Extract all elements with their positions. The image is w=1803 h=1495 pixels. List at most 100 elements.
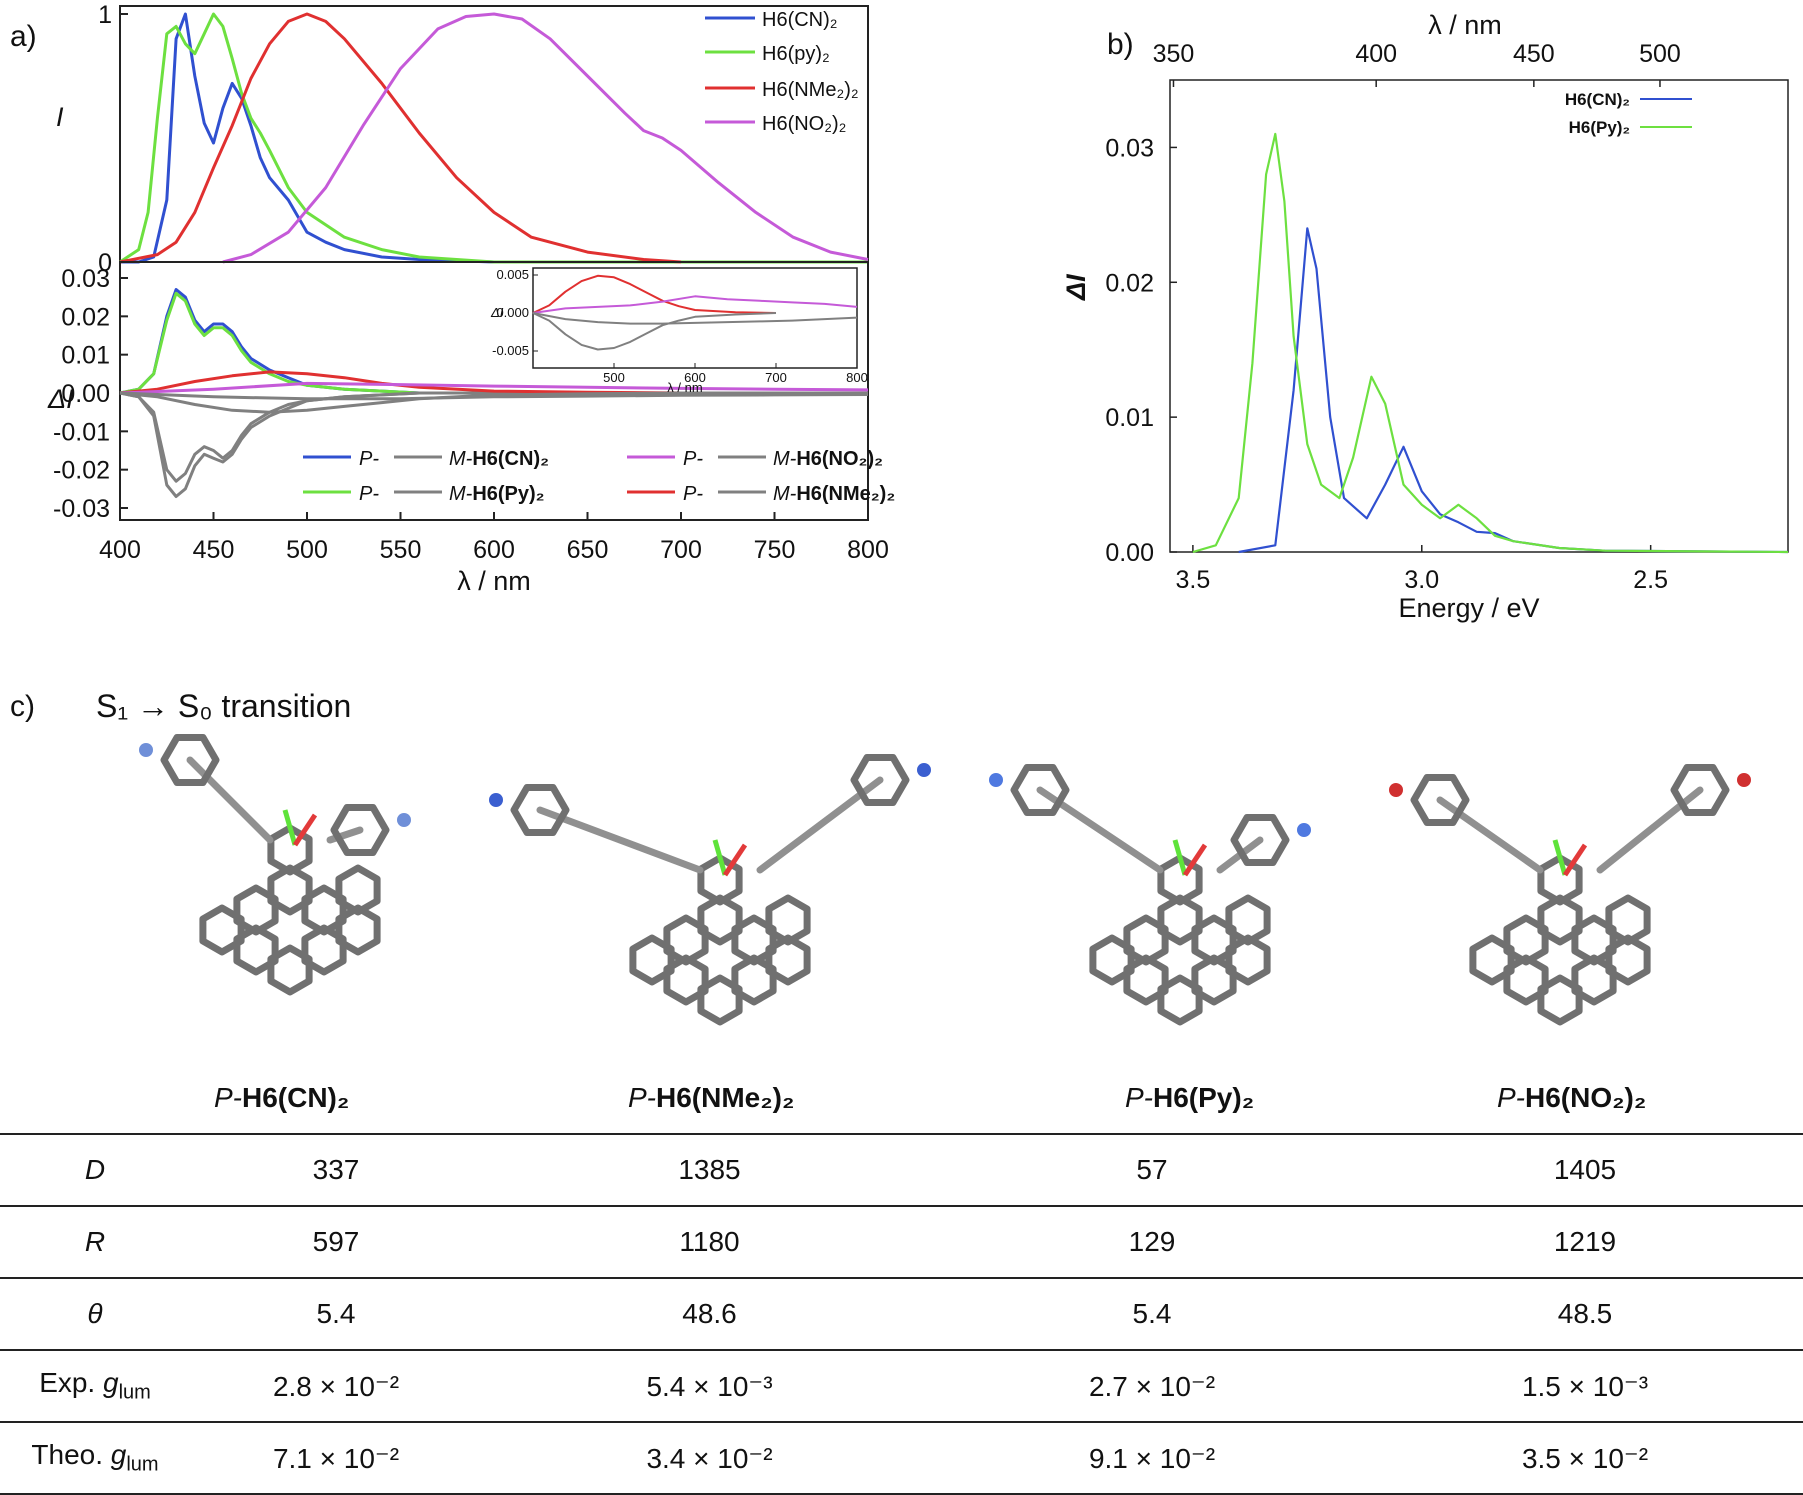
y-tick-label: -0.03 xyxy=(53,495,110,523)
ring-bond xyxy=(697,974,743,1026)
molecule-label-py: P-H6(Py)₂ xyxy=(1125,1082,1255,1113)
series-line xyxy=(119,12,868,264)
ring-bond xyxy=(1157,894,1203,946)
x-tick-label: 550 xyxy=(380,536,422,564)
y-tick-label: 0.02 xyxy=(1105,269,1154,297)
y-axis-label: ΔI xyxy=(47,384,74,414)
aryl-ring xyxy=(1230,814,1290,866)
legend-label: H6(Py)₂ xyxy=(1569,118,1630,137)
row-label: Theo. glum xyxy=(0,1422,190,1495)
molecule-p-h6-py2 xyxy=(989,764,1311,1026)
series-line xyxy=(120,12,868,264)
substituent-atom xyxy=(139,743,153,757)
molecule-label-no2: P-H6(NO₂)₂ xyxy=(1497,1082,1647,1113)
ring-bond xyxy=(233,924,279,976)
y-tick-label: 1 xyxy=(98,1,112,29)
y-tick-label: 0.00 xyxy=(61,380,110,408)
table-cell: 1.5 × 10⁻³ xyxy=(1367,1350,1803,1423)
inset-series-line xyxy=(532,312,777,351)
panel-a-chart: 0 1 I H6(CN)₂ H6(py)₂ H6(NMe₂)₂ H6(NO₂)₂ 0.03 0.… xyxy=(47,1,895,596)
y-tick-label: 0.03 xyxy=(1105,134,1154,162)
ring-bond xyxy=(1503,914,1549,966)
x-tick-label: 2.5 xyxy=(1633,566,1668,594)
legend-label: M-H6(NMe₂)₂ xyxy=(773,483,895,505)
table-cell: 57 xyxy=(937,1133,1367,1207)
table-cell: 1385 xyxy=(482,1133,937,1207)
series-line xyxy=(119,370,682,395)
aryl-ring xyxy=(510,784,570,836)
ring-bond xyxy=(233,884,279,936)
bond xyxy=(536,806,704,874)
inset-y-tick-label: 0.000 xyxy=(496,305,529,320)
row-label: Exp. glum xyxy=(0,1350,190,1423)
inset-x-tick-label: 700 xyxy=(765,370,787,385)
y-tick-label: 0 xyxy=(98,249,112,277)
ring-bond xyxy=(1571,954,1617,1006)
inset-y-tick-label: 0.005 xyxy=(496,267,529,282)
bond xyxy=(1436,796,1544,874)
electric-dipole-arrow xyxy=(282,809,298,846)
electric-dipole-arrow xyxy=(1172,839,1188,876)
legend-label: P- xyxy=(359,483,379,505)
bond xyxy=(1596,786,1704,874)
table-cell: 5.4 xyxy=(190,1278,482,1351)
table-cell: 2.7 × 10⁻² xyxy=(937,1350,1367,1423)
table-cell: 129 xyxy=(937,1206,1367,1279)
legend-label: M-H6(NO₂)₂ xyxy=(773,448,883,470)
inset-y-tick-label: -0.005 xyxy=(492,343,529,358)
ring-bond xyxy=(1605,894,1651,946)
ring-bond xyxy=(335,904,381,956)
substituent-atom xyxy=(1297,823,1311,837)
top-x-tick-label: 500 xyxy=(1639,40,1681,68)
series-line xyxy=(119,391,868,498)
y-tick-label: -0.01 xyxy=(53,418,110,446)
x-tick-label: 450 xyxy=(193,536,235,564)
inset-x-tick-label: 800 xyxy=(846,370,868,385)
bond xyxy=(186,756,274,844)
ring-bond xyxy=(1191,954,1237,1006)
aryl-ring xyxy=(850,754,910,806)
aryl-ring xyxy=(330,804,390,856)
y-tick-label: 0.00 xyxy=(1105,539,1154,567)
parameter-table: D 337 1385 57 1405 R 597 1180 129 1219 θ 5.4 48.6 5.4… xyxy=(0,1133,1803,1495)
top-x-tick-label: 450 xyxy=(1513,40,1555,68)
legend-label: H6(CN)₂ xyxy=(1565,90,1630,109)
table-cell: 5.4 × 10⁻³ xyxy=(482,1350,937,1423)
series-line xyxy=(119,291,868,395)
top-x-tick-label: 350 xyxy=(1153,40,1195,68)
x-tick-label: 500 xyxy=(286,536,328,564)
substituent-atom xyxy=(989,773,1003,787)
panel-b-chart: 0.00 0.01 0.02 0.03 3.5 3.0 2.5 350 400 450 500 Ene… xyxy=(1061,10,1789,623)
aryl-ring xyxy=(1010,764,1070,816)
table-row: D 337 1385 57 1405 xyxy=(0,1133,1803,1207)
ring-bond xyxy=(765,934,811,986)
table-cell: 1180 xyxy=(482,1206,937,1279)
legend-label: H6(CN)₂ xyxy=(762,9,838,31)
table-cell: 1219 xyxy=(1367,1206,1803,1279)
x-tick-label: 800 xyxy=(847,536,889,564)
inset-x-tick-label: 500 xyxy=(603,370,625,385)
x-tick-label: 750 xyxy=(754,536,796,564)
ring-bond xyxy=(335,864,381,916)
legend-label: P- xyxy=(683,448,703,470)
molecule-p-h6-nme2-2 xyxy=(489,754,931,1026)
substituent-atom xyxy=(1737,773,1751,787)
y-axis-label: I xyxy=(56,102,64,132)
inset-x-axis-label: λ / nm xyxy=(667,380,702,395)
legend-label: P- xyxy=(359,448,379,470)
ring-bond xyxy=(1225,934,1271,986)
table-cell: 597 xyxy=(190,1206,482,1279)
y-tick-label: 0.03 xyxy=(61,265,110,293)
ring-bond xyxy=(301,924,347,976)
aryl-ring xyxy=(160,734,220,786)
ring-bond xyxy=(1469,934,1515,986)
y-axis-label: ΔI xyxy=(1061,274,1091,301)
inset-series-line xyxy=(532,312,858,325)
ring-bond xyxy=(731,954,777,1006)
legend-label: H6(NMe₂)₂ xyxy=(762,79,859,101)
series-line xyxy=(1238,227,1789,554)
ring-bond xyxy=(1605,934,1651,986)
table-cell: 2.8 × 10⁻² xyxy=(190,1350,482,1423)
legend-label: H6(py)₂ xyxy=(762,43,830,65)
table-cell: 9.1 × 10⁻² xyxy=(937,1422,1367,1495)
